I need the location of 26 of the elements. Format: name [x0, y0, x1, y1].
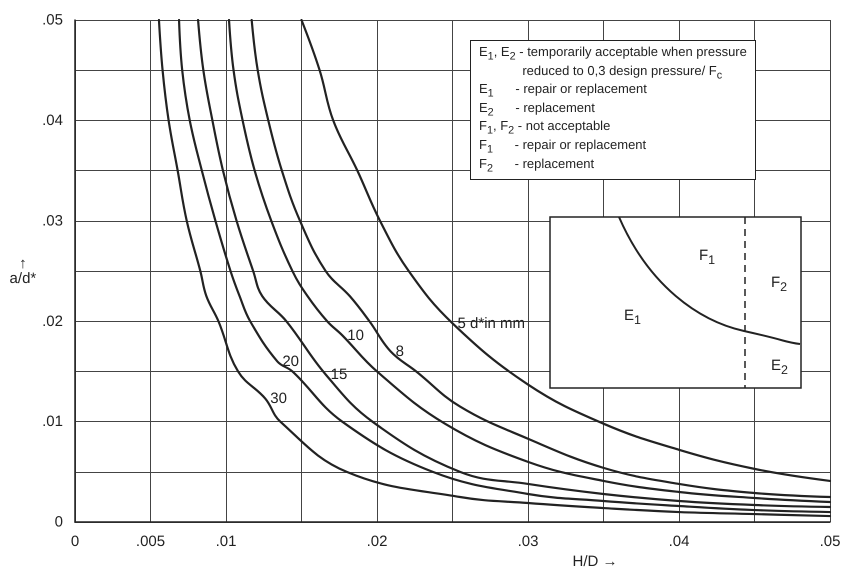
x-axis-title: H/D →	[572, 553, 618, 570]
series-label: 30	[270, 390, 287, 408]
x-tick-label: .05	[820, 533, 840, 550]
x-tick-label: .01	[216, 533, 236, 550]
series-label: 20	[282, 352, 300, 370]
x-tick-label: .03	[518, 533, 538, 550]
y-tick-label: .02	[42, 312, 63, 330]
key-box: E$_{1}$, E$_{2}$ - temporarily acceptable when pressure reduced to 0,3 design pressure/ F$_{c}$ E$_{1}$ - repair or replacement E$_{2}$ - replacement F$_{1}$, F$_{2}$ - not acceptable F$_{1}$ - repair or replacement F$_{2}$ - replacement	[470, 40, 756, 180]
y-tick-label: 0	[54, 514, 63, 531]
x-tick-label: .04	[668, 533, 690, 550]
y-tick-label: .04	[42, 112, 63, 129]
y-tick-label: .03	[42, 212, 63, 230]
annotation: F$_{1}$, F$_{2}$ - not acceptable	[479, 118, 612, 138]
annotation: F$_{1}$	[699, 247, 716, 267]
series-label: 10	[347, 326, 364, 344]
y-tick-label: .05	[42, 12, 63, 28]
annotation: E$_{1}$	[624, 307, 641, 327]
y-axis-title: ↑ a/d*	[10, 255, 36, 288]
x-tick-label: .005	[136, 533, 166, 550]
x-tick-label: .02	[366, 533, 388, 550]
annotation: E$_{2}$	[771, 357, 788, 377]
series-label: 8	[396, 342, 404, 360]
annotation: E$_{1}$, E$_{2}$ - temporarily acceptable when pressure reduced to 0,3 design pressure/ F$_{c}$	[479, 44, 747, 82]
y-tick-label: .01	[42, 413, 63, 430]
annotation: F$_{2}$	[771, 274, 788, 294]
x-tick-label: 0	[70, 533, 80, 550]
